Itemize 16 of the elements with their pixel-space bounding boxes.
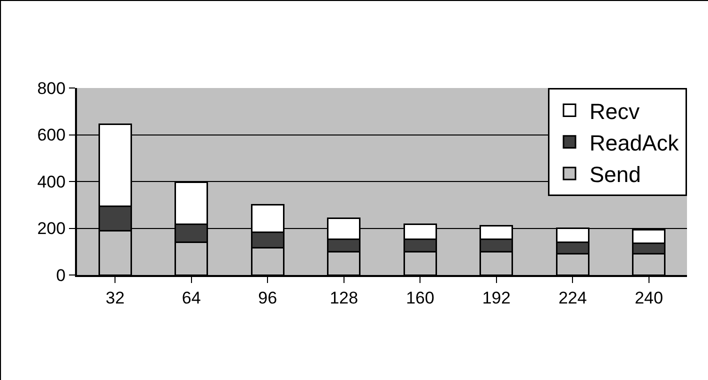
y-tick-label: 200 xyxy=(37,219,66,238)
y-tick-label: 400 xyxy=(37,172,66,192)
x-tick-label: 192 xyxy=(482,288,511,308)
y-tick-label: 600 xyxy=(37,126,66,145)
legend-label: Recv xyxy=(590,98,640,124)
x-tick-label: 224 xyxy=(558,288,587,308)
x-tick-label: 96 xyxy=(258,288,278,308)
x-tick-label: 32 xyxy=(106,288,125,308)
legend-label: ReadAck xyxy=(590,130,680,156)
legend-label: Send xyxy=(590,162,641,188)
y-tick-label: 800 xyxy=(37,78,66,98)
x-tick-label: 240 xyxy=(634,288,664,308)
x-tick-label: 160 xyxy=(406,288,434,308)
x-tick-label: 128 xyxy=(330,288,358,308)
x-tick-label: 64 xyxy=(182,288,201,308)
y-tick-label: 0 xyxy=(56,266,66,285)
